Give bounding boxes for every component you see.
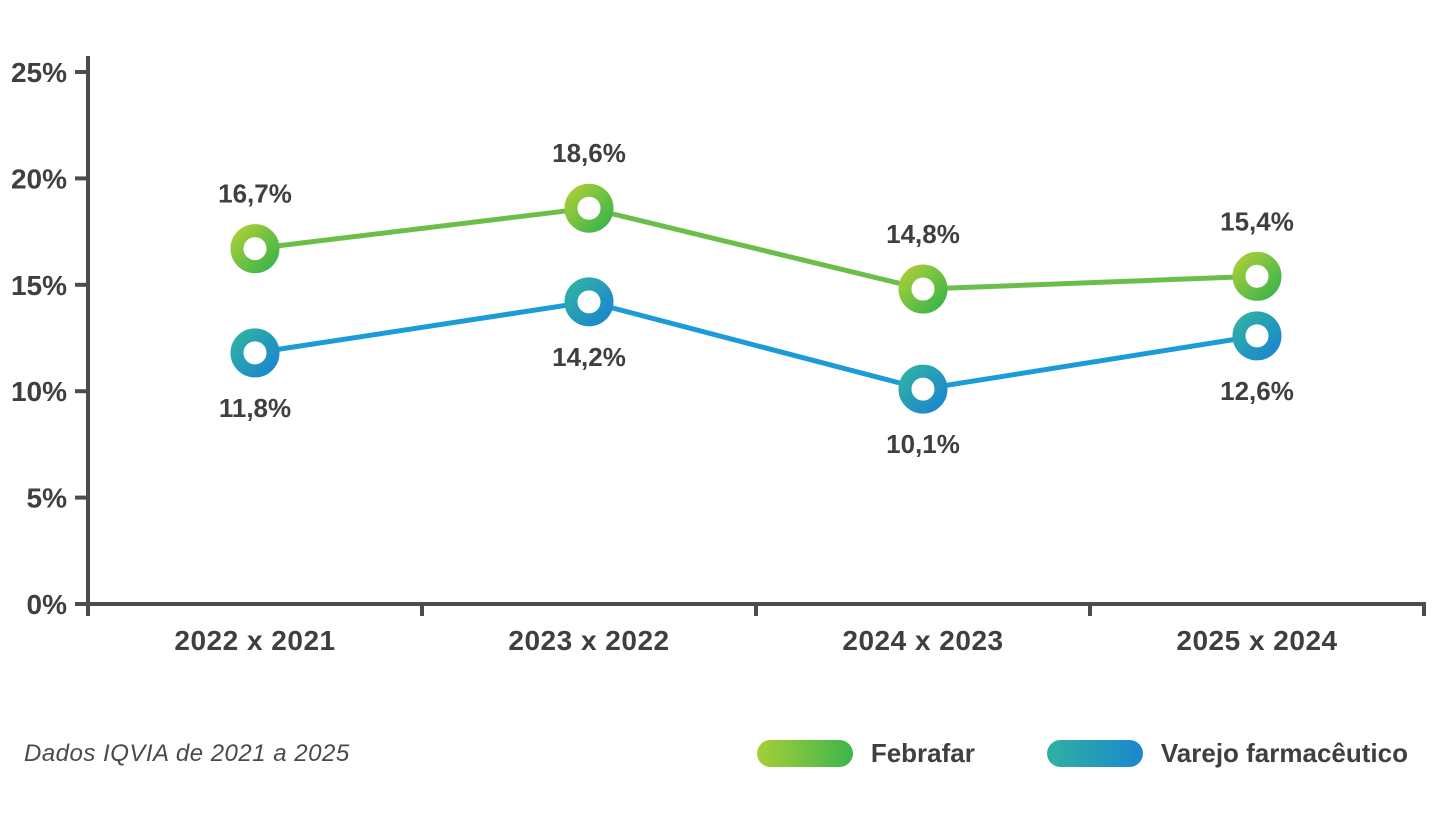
legend-swatch-varejo: [1046, 740, 1143, 767]
value-label-0: 15,4%: [1220, 206, 1294, 236]
series-line-0: [252, 205, 1260, 292]
data-point-1: [230, 328, 280, 378]
legend-item-febrafar: Febrafar: [756, 738, 975, 769]
x-axis-label: 2025 x 2024: [1176, 625, 1337, 656]
y-tick-label: 25%: [11, 57, 67, 88]
data-point-0: [898, 264, 948, 314]
line-chart: 0% 5% 10% 15% 20% 25% 2022 x 2021 2023 x 2022 20…: [11, 56, 1426, 656]
data-point-1: [898, 364, 948, 414]
data-point-0: [1232, 251, 1282, 301]
y-tick-label: 15%: [11, 270, 67, 301]
x-axis-label: 2023 x 2022: [508, 625, 669, 656]
value-label-0: 14,8%: [886, 219, 960, 249]
data-point-1: [1232, 311, 1282, 361]
data-point-0: [564, 183, 614, 233]
value-label-0: 16,7%: [218, 179, 292, 209]
y-tick-label: 20%: [11, 163, 67, 194]
legend-swatch-febrafar: [756, 740, 853, 767]
footer-row: Dados IQVIA de 2021 a 2025 Febrafar Vare…: [0, 738, 1434, 769]
axis-lines: [86, 56, 1426, 606]
data-point-1: [564, 277, 614, 327]
x-axis-label: 2022 x 2021: [174, 625, 335, 656]
series-line-1: [252, 299, 1260, 392]
y-tick-label: 10%: [11, 376, 67, 407]
value-label-1: 12,6%: [1220, 376, 1294, 406]
value-label-0: 18,6%: [552, 138, 626, 168]
legend-label-febrafar: Febrafar: [870, 738, 975, 768]
y-tick-label: 5%: [27, 483, 68, 514]
data-point-0: [230, 224, 280, 274]
legend-label-varejo: Varejo farmacêutico: [1160, 738, 1408, 768]
x-axis-label: 2024 x 2023: [842, 625, 1003, 656]
chart-area: 0% 5% 10% 15% 20% 25% 2022 x 2021 2023 x 2022 20…: [11, 56, 1426, 656]
value-label-1: 14,2%: [552, 342, 626, 372]
source-note: Dados IQVIA de 2021 a 2025: [24, 739, 350, 767]
legend: Febrafar Varejo farmacêutico: [756, 738, 1408, 769]
y-tick-label: 0%: [27, 589, 68, 620]
value-label-1: 10,1%: [886, 429, 960, 459]
legend-item-varejo: Varejo farmacêutico: [1046, 738, 1408, 769]
value-label-1: 11,8%: [219, 393, 291, 423]
